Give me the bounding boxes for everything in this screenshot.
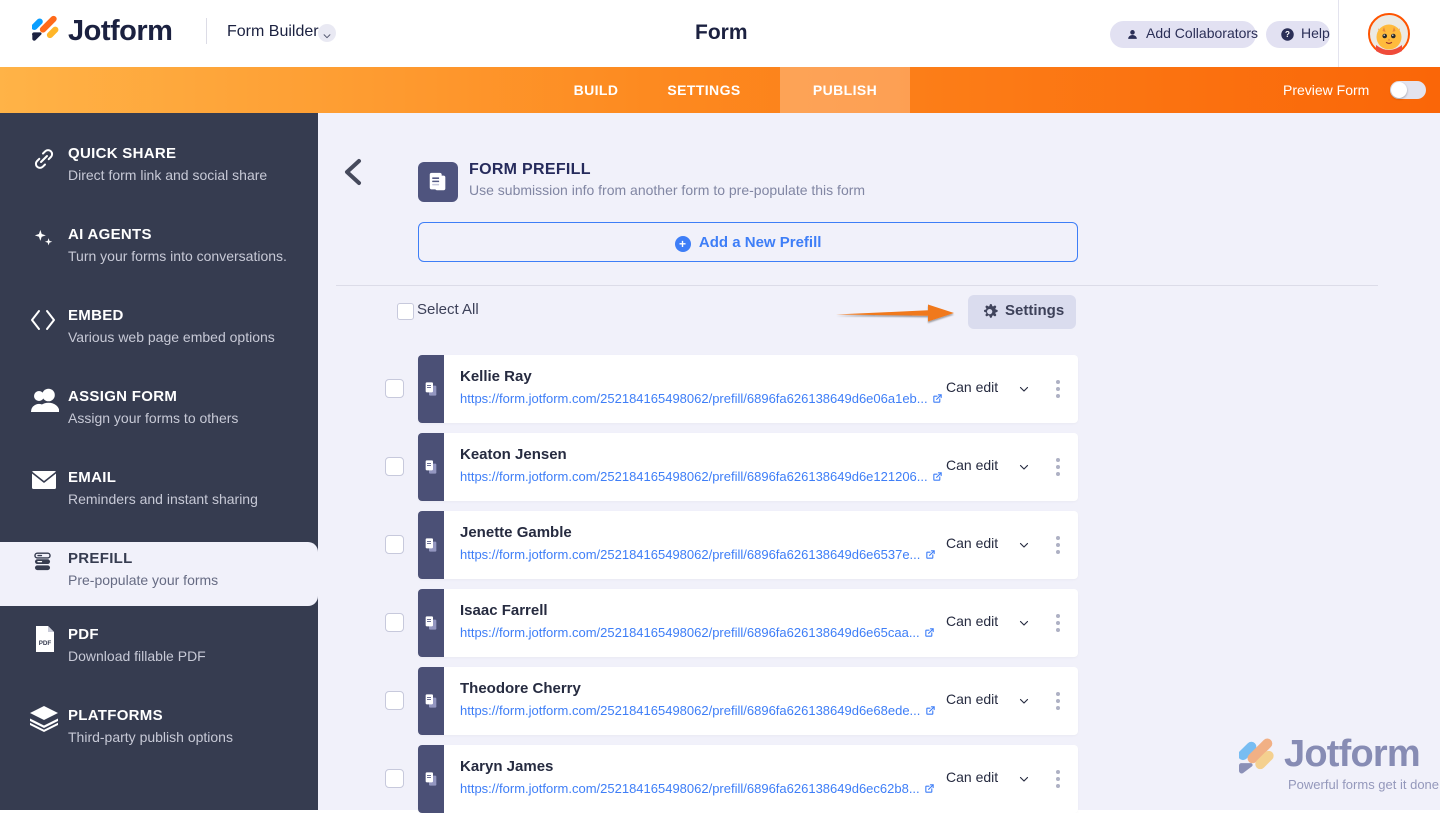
- svg-text:?: ?: [1285, 30, 1290, 39]
- svg-text:PDF: PDF: [39, 640, 52, 647]
